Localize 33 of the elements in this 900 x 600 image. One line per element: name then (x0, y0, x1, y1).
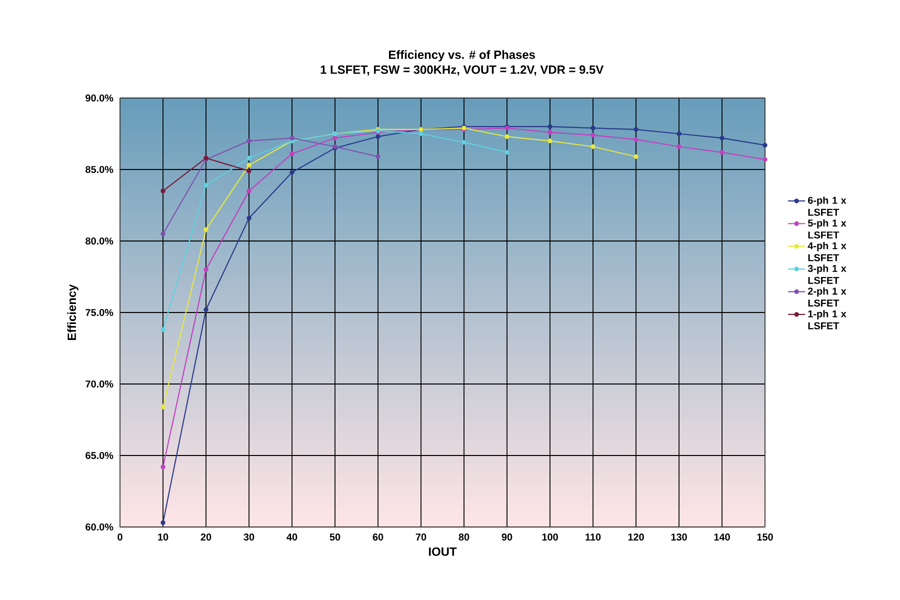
x-axis-title: IOUT (429, 547, 457, 556)
x-tick-label: 70 (416, 534, 426, 541)
x-tick-label: 80 (458, 534, 470, 541)
y-tick-label: 80.0% (86, 237, 114, 245)
x-tick-label: 50 (330, 534, 340, 541)
legend-label: 1-ph 1 x LSFET (808, 310, 846, 330)
legend-label: 4-ph 1 x LSFET (808, 242, 846, 262)
legend-label: 2-ph 1 x LSFET (808, 287, 846, 307)
x-tick-label: 150 (757, 534, 773, 541)
x-tick-label: 140 (714, 534, 730, 541)
y-tick-label: 65.0% (86, 452, 114, 460)
x-tick-label: 100 (542, 534, 558, 541)
x-tick-label: 130 (671, 534, 687, 541)
x-tick-label: 40 (286, 534, 298, 541)
y-tick-label: 60.0% (86, 523, 114, 531)
x-tick-label: 20 (200, 534, 212, 541)
y-tick-label: 85.0% (86, 166, 114, 174)
legend-label: 3-ph 1 x LSFET (808, 264, 846, 284)
legend-label: 6-ph 1 x LSFET (808, 196, 846, 216)
x-tick-label: 0 (118, 534, 122, 541)
x-tick-label: 60 (372, 534, 384, 541)
legend-label: 5-ph 1 x LSFET (808, 219, 846, 239)
x-tick-label: 120 (628, 534, 644, 541)
x-tick-label: 110 (586, 534, 601, 541)
x-tick-label: 10 (158, 534, 168, 541)
chart-subtitle: 1 LSFET, FSW = 300KHz, VOUT = 1.2V, VDR = 9.5V (320, 65, 604, 76)
x-tick-label: 90 (502, 534, 512, 541)
y-tick-label: 75.0% (86, 308, 114, 316)
y-axis-title: Efficiency (67, 284, 78, 340)
x-tick-label: 30 (244, 534, 254, 541)
chart-title: Efficiency vs. # of Phases (389, 50, 535, 62)
y-tick-label: 90.0% (86, 94, 114, 102)
y-tick-label: 70.0% (86, 380, 114, 388)
